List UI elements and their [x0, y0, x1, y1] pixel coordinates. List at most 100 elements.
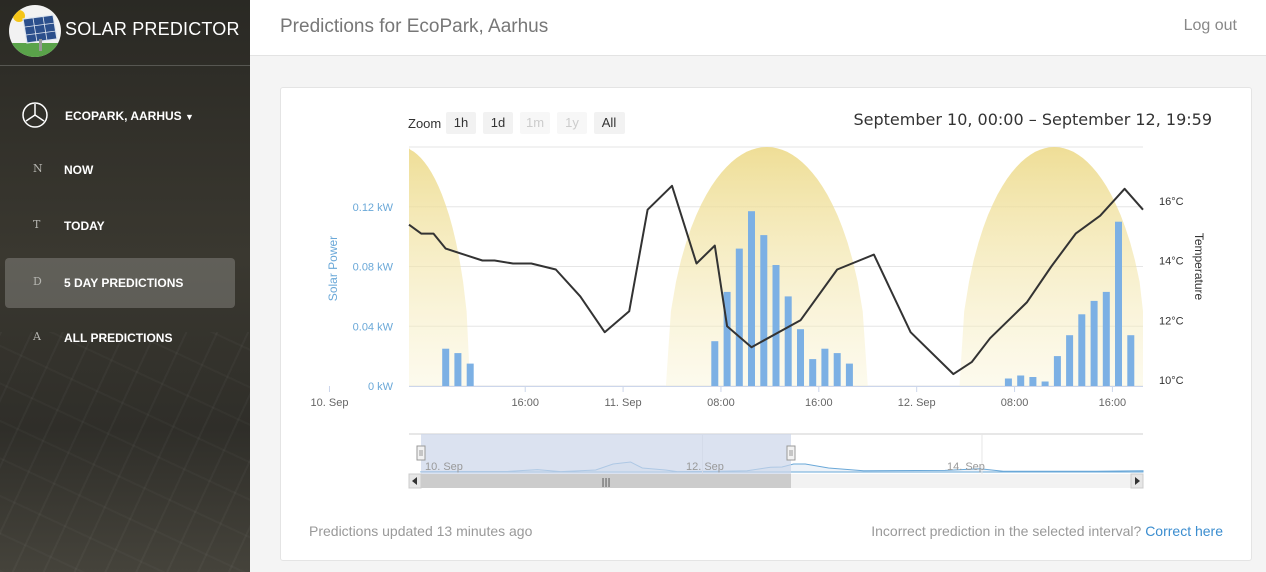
correct-here-link[interactable]: Correct here — [1145, 523, 1223, 539]
sidebar-item-label: ALL PREDICTIONS — [64, 331, 173, 345]
sidebar-item-label: NOW — [64, 163, 94, 177]
logout-link[interactable]: Log out — [1183, 17, 1237, 34]
top-bar: Predictions for EcoPark, Aarhus Log out — [250, 0, 1266, 56]
scroll-left-button[interactable] — [408, 473, 422, 489]
y-right-tick-label: 14°C — [1159, 256, 1184, 268]
solar-power-bar — [711, 341, 719, 386]
solar-power-bar — [1102, 291, 1110, 386]
scrollbar-thumb[interactable] — [421, 474, 791, 488]
sidebar-item-letter: A — [33, 330, 41, 343]
sidebar-item-letter: D — [33, 275, 42, 288]
solar-power-bar — [1127, 335, 1135, 386]
navigator-left-handle[interactable] — [416, 445, 426, 461]
x-tick-label: 16:00 — [1099, 397, 1127, 409]
daylight-area — [409, 147, 471, 386]
solar-power-bar — [1115, 221, 1122, 386]
solar-power-bar — [1017, 375, 1025, 386]
zoom-1d-button[interactable]: 1d — [483, 112, 513, 134]
y-right-tick-label: 12°C — [1159, 315, 1184, 327]
temperature-line — [408, 184, 1144, 376]
y-right-tick-label: 16°C — [1159, 196, 1184, 208]
zoom-1m-button[interactable]: 1m — [520, 112, 550, 134]
solar-power-bar — [772, 265, 780, 386]
solar-power-bar — [1041, 381, 1049, 386]
arrow-left-icon — [412, 477, 417, 485]
scroll-right-button[interactable] — [1130, 473, 1144, 489]
sidebar-item-now[interactable]: N NOW — [5, 145, 235, 195]
solar-power-bar — [809, 359, 817, 386]
sidebar-item-5-day-predictions[interactable]: D 5 DAY PREDICTIONS — [5, 258, 235, 308]
sidebar: SOLAR PREDICTOR ECOPARK, AARHUS ▼ N NOW … — [0, 0, 250, 572]
x-tick-label: 12. Sep — [898, 397, 936, 409]
x-tick-label: 08:00 — [707, 397, 735, 409]
x-tick-label: 10. Sep — [311, 397, 349, 409]
page-title: Predictions for EcoPark, Aarhus — [280, 16, 549, 37]
y-left-tick-label: 0.04 kW — [353, 321, 394, 333]
date-range-label: September 10, 00:00 – September 12, 19:5… — [854, 110, 1213, 129]
navigator-label-14-sep: 14. Sep — [947, 461, 985, 473]
solar-power-bar — [784, 296, 792, 386]
solar-panel-sun-icon — [9, 5, 61, 57]
solar-power-bar — [1078, 314, 1086, 386]
zoom-all-label: All — [602, 115, 617, 130]
sidebar-item-all-predictions[interactable]: A ALL PREDICTIONS — [5, 313, 235, 363]
solar-power-bar — [1029, 377, 1037, 386]
x-tick-label: 16:00 — [511, 397, 539, 409]
y-right-tick-label: 10°C — [1159, 375, 1184, 387]
clock-icon — [22, 102, 48, 128]
solar-power-bar — [845, 363, 853, 386]
scrollbar-grip-icon: ||| — [601, 478, 610, 488]
zoom-1h-button[interactable]: 1h — [446, 112, 476, 134]
range-navigator[interactable]: 10. Sep 12. Sep 14. Sep — [409, 433, 1144, 474]
arrow-right-icon — [1135, 477, 1140, 485]
x-tick-label: 08:00 — [1001, 397, 1029, 409]
solar-power-bar — [454, 353, 462, 386]
zoom-all-button[interactable]: All — [594, 112, 625, 134]
correction-prompt: Incorrect prediction in the selected int… — [871, 523, 1223, 539]
zoom-1y-button[interactable]: 1y — [557, 112, 587, 134]
zoom-1y-label: 1y — [565, 115, 579, 130]
sidebar-item-letter: T — [33, 218, 41, 231]
solar-power-bar — [1053, 356, 1061, 386]
y-left-tick-label: 0.08 kW — [353, 262, 394, 274]
solar-power-bar — [466, 363, 474, 386]
zoom-label: Zoom — [408, 116, 441, 131]
updated-status: Predictions updated 13 minutes ago — [309, 523, 533, 539]
solar-power-bar — [748, 211, 755, 386]
site-selector[interactable]: ECOPARK, AARHUS ▼ — [5, 90, 235, 140]
brand: SOLAR PREDICTOR — [0, 0, 250, 66]
correction-question: Incorrect prediction in the selected int… — [871, 523, 1142, 539]
solar-power-bar — [797, 329, 804, 386]
navigator-label-10-sep: 10. Sep — [425, 461, 463, 473]
x-tick-label: 16:00 — [805, 397, 833, 409]
app-title: SOLAR PREDICTOR — [65, 19, 240, 39]
sidebar-item-today[interactable]: T TODAY — [5, 201, 235, 251]
y-left-tick-label: 0 kW — [368, 381, 394, 393]
x-tick-label: 11. Sep — [605, 397, 642, 409]
zoom-1h-label: 1h — [454, 115, 468, 130]
prediction-chart: Zoom 1h 1d 1m 1y All September 10, 00:00… — [311, 110, 1213, 489]
y-left-tick-label: 0.12 kW — [353, 202, 394, 214]
solar-power-bar — [442, 348, 450, 386]
solar-power-bar — [1090, 300, 1098, 386]
navigator-selection[interactable] — [421, 434, 791, 474]
sidebar-item-letter: N — [33, 162, 43, 175]
prediction-card: Zoom 1h 1d 1m 1y All September 10, 00:00… — [280, 87, 1252, 561]
zoom-1m-label: 1m — [526, 115, 544, 130]
navigator-right-handle[interactable] — [786, 445, 796, 461]
y-left-axis-title: Solar Power — [326, 236, 340, 301]
zoom-1d-label: 1d — [491, 115, 505, 130]
sidebar-item-label: TODAY — [64, 219, 105, 233]
solar-power-bar — [1066, 335, 1074, 386]
solar-power-bar — [760, 235, 768, 386]
solar-power-bar — [833, 353, 841, 386]
navigator-label-12-sep: 12. Sep — [686, 461, 724, 473]
navigator-scrollbar[interactable]: ||| — [408, 473, 1144, 489]
site-selector-label: ECOPARK, AARHUS ▼ — [65, 109, 194, 123]
solar-power-bar — [735, 248, 743, 386]
caret-down-icon: ▼ — [185, 112, 194, 122]
solar-power-bar — [723, 291, 731, 386]
sidebar-item-label: 5 DAY PREDICTIONS — [64, 276, 184, 290]
solar-power-bar — [1004, 378, 1012, 386]
y-right-axis-title: Temperature — [1192, 233, 1206, 301]
